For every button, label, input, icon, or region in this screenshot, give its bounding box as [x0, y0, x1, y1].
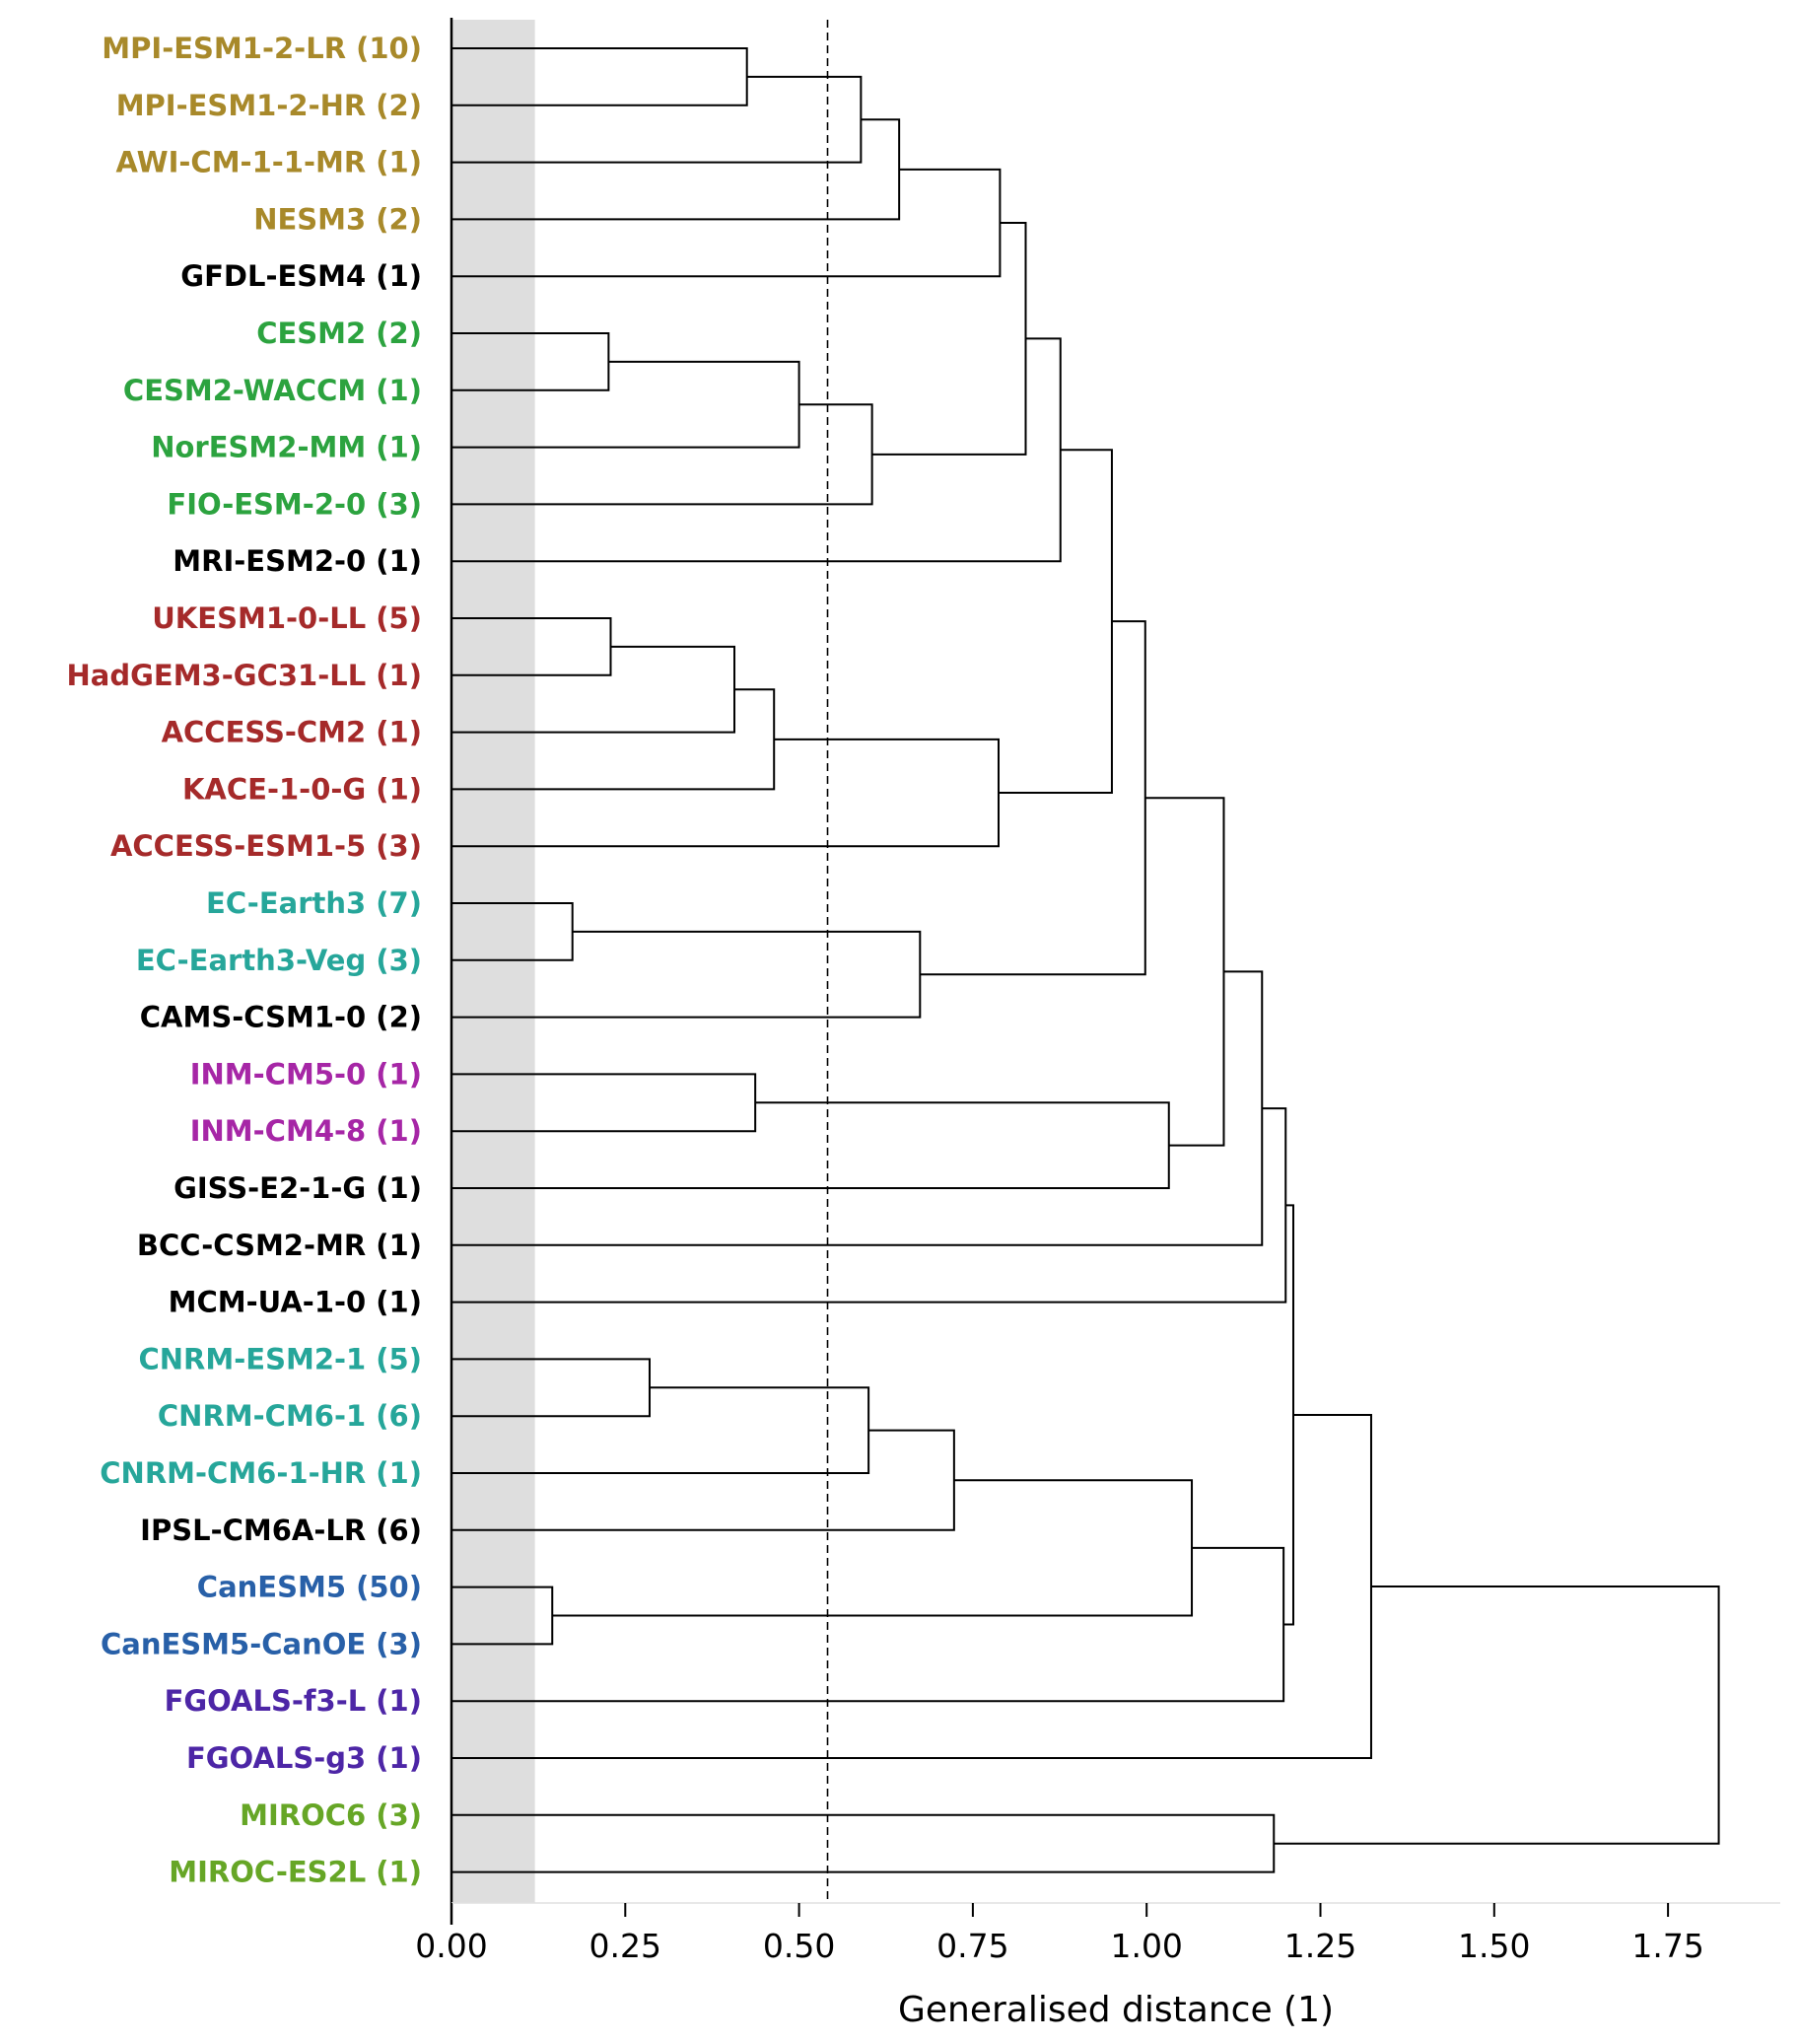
- leaf-label: ACCESS-CM2 (1): [162, 716, 422, 749]
- leaf-label: CNRM-CM6-1 (6): [158, 1399, 422, 1433]
- leaf-label: INM-CM5-0 (1): [190, 1057, 422, 1091]
- dendrogram-link: [451, 645, 736, 734]
- dendrogram-link: [451, 168, 1002, 278]
- leaf-label: ACCESS-ESM1-5 (3): [110, 829, 422, 863]
- x-tick-label: 0.00: [415, 1927, 487, 1965]
- leaf-label: UKESM1-0-LL (5): [152, 601, 422, 635]
- x-tick-label: 0.50: [763, 1927, 835, 1965]
- leaf-label: HadGEM3-GC31-LL (1): [66, 659, 422, 692]
- leaf-label: NESM3 (2): [253, 202, 422, 236]
- dendrogram-link: [998, 449, 1113, 795]
- leaf-label: GISS-E2-1-G (1): [173, 1171, 422, 1205]
- leaf-label: MPI-ESM1-2-HR (2): [116, 89, 422, 122]
- dendrogram-link: [451, 1101, 1170, 1189]
- x-tick-label: 1.25: [1284, 1927, 1356, 1965]
- leaf-label: BCC-CSM2-MR (1): [137, 1229, 422, 1262]
- dendrogram-link: [451, 1107, 1287, 1304]
- dendrogram-link: [1144, 797, 1225, 1147]
- leaf-label: IPSL-CM6A-LR (6): [140, 1514, 422, 1547]
- leaf-label: GFDL-ESM4 (1): [180, 259, 422, 293]
- x-tick-label: 0.25: [589, 1927, 661, 1965]
- dendrogram-link: [552, 1479, 1194, 1617]
- x-axis-ticks: 0.00 0.25 0.50 0.75 1.00 1.25 1.50 1.75: [415, 1903, 1704, 1965]
- dendrogram-link: [451, 1546, 1285, 1703]
- leaf-label: NorESM2-MM (1): [151, 431, 422, 464]
- leaf-label: CNRM-CM6-1-HR (1): [100, 1456, 422, 1490]
- leaf-label: CAMS-CSM1-0 (2): [140, 1001, 422, 1034]
- leaf-label: KACE-1-0-G (1): [182, 772, 422, 806]
- leaf-label: MIROC6 (3): [240, 1798, 422, 1832]
- leaf-label: CESM2-WACCM (1): [123, 374, 422, 407]
- leaf-label: FGOALS-g3 (1): [186, 1741, 422, 1775]
- leaf-labels: MPI-ESM1-2-LR (10) MPI-ESM1-2-HR (2) AWI-C…: [66, 32, 422, 1889]
- dendrogram-link: [451, 1813, 1276, 1873]
- branches: [451, 47, 1720, 1873]
- leaf-label: INM-CM4-8 (1): [190, 1114, 422, 1148]
- leaf-label: CanESM5-CanOE (3): [101, 1627, 422, 1660]
- dendrogram-link: [451, 970, 1264, 1246]
- x-axis-title: Generalised distance (1): [898, 1990, 1334, 2030]
- leaf-label: MRI-ESM2-0 (1): [173, 544, 422, 578]
- dendrogram-link: [451, 337, 1062, 563]
- leaf-label: CanESM5 (50): [197, 1571, 422, 1604]
- dendrogram-link: [871, 222, 1027, 456]
- leaf-label: MPI-ESM1-2-LR (10): [102, 32, 422, 65]
- leaf-label: CNRM-ESM2-1 (5): [138, 1342, 422, 1375]
- leaf-label: CESM2 (2): [256, 317, 422, 350]
- leaf-label: FIO-ESM-2-0 (3): [167, 487, 422, 521]
- x-tick-label: 1.50: [1458, 1927, 1530, 1965]
- leaf-label: EC-Earth3-Veg (3): [136, 944, 422, 977]
- x-tick-label: 1.00: [1110, 1927, 1182, 1965]
- dendrogram-link: [451, 1413, 1372, 1759]
- leaf-label: FGOALS-f3-L (1): [165, 1684, 422, 1718]
- dendrogram-link: [451, 738, 1000, 848]
- shaded-band: [451, 20, 535, 1903]
- dendrogram-link: [451, 332, 610, 391]
- dendrogram-link: [1274, 1585, 1720, 1845]
- leaf-label: MIROC-ES2L (1): [169, 1856, 422, 1889]
- dendrogram-link: [451, 1073, 757, 1133]
- x-tick-label: 0.75: [936, 1927, 1008, 1965]
- x-tick-label: 1.75: [1631, 1927, 1703, 1965]
- leaf-label: AWI-CM-1-1-MR (1): [115, 146, 422, 179]
- leaf-label: MCM-UA-1-0 (1): [169, 1286, 422, 1319]
- leaf-label: EC-Earth3 (7): [206, 886, 422, 920]
